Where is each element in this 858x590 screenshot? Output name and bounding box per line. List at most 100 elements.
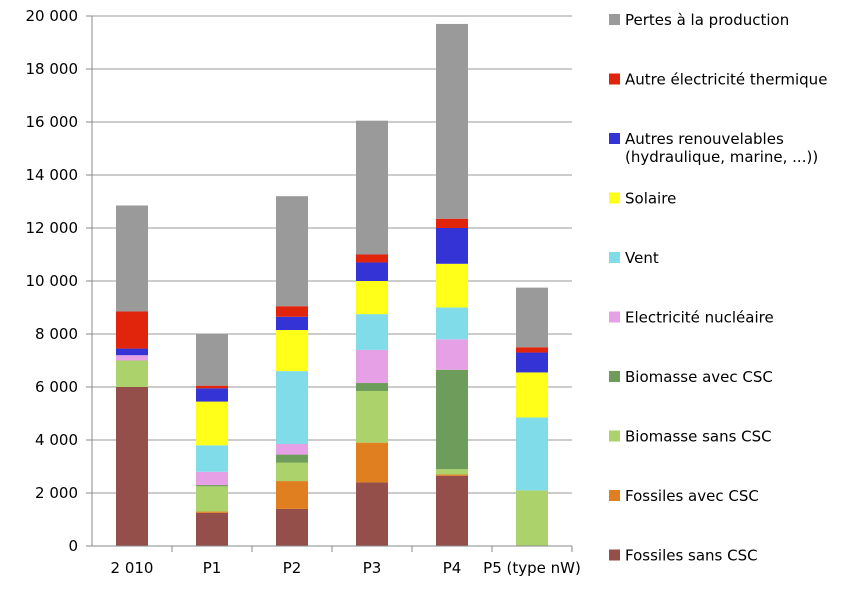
legend-label: Fossiles sans CSC [625, 547, 758, 565]
x-tick-label: P5 (type nW) [483, 559, 581, 577]
bar-segment [516, 490, 548, 546]
legend-label-line: Fossiles sans CSC [625, 547, 758, 565]
bar-segment [116, 360, 148, 387]
bar-segment [436, 469, 468, 475]
legend-label-line: Fossiles avec CSC [625, 487, 759, 505]
bar-segment [116, 205, 148, 312]
bar-segment [356, 314, 388, 350]
bar-segment [356, 349, 388, 384]
bar-segment [356, 383, 388, 391]
legend-swatch [609, 371, 620, 382]
legend-swatch [609, 549, 620, 561]
legend-label-line: (hydraulique, marine, ...)) [625, 148, 818, 166]
bar-segment [276, 316, 308, 331]
bar-segment [116, 348, 148, 356]
bar-segment [276, 462, 308, 482]
bar-segment [196, 512, 228, 546]
legend-label-line: Biomasse avec CSC [625, 368, 773, 386]
bar-segment [356, 262, 388, 281]
bar-segment [276, 306, 308, 317]
x-tick-label: 2 010 [111, 559, 154, 577]
bar-segment [196, 388, 228, 402]
legend-label-line: Autre électricité thermique [625, 71, 827, 89]
legend-label: Vent [625, 249, 659, 267]
x-axis-tick-marks [171, 546, 573, 552]
bar-segment [356, 120, 388, 255]
legend-label-line: Vent [625, 249, 659, 267]
legend-swatch [609, 252, 620, 263]
bar-segment [436, 307, 468, 340]
legend-label: Biomasse avec CSC [625, 368, 773, 386]
legend-label-line: Biomasse sans CSC [625, 428, 772, 446]
x-tick-label: P2 [283, 559, 302, 577]
legend-label: Autres renouvelables (hydraulique, marine… [625, 130, 818, 166]
bar-segment [276, 196, 308, 307]
legend-swatch [609, 311, 620, 323]
bar-segment [516, 352, 548, 373]
legend-swatch [609, 14, 620, 25]
y-tick-label: 4 000 [35, 431, 78, 449]
bar-segment [196, 511, 228, 513]
y-tick-label: 6 000 [35, 378, 78, 396]
y-tick-label: 12 000 [26, 219, 79, 237]
bar-segment [276, 481, 308, 509]
bar-segment [116, 355, 148, 361]
bar-segment [436, 474, 468, 476]
bar-segment [116, 387, 148, 546]
y-tick-label: 14 000 [26, 166, 79, 184]
bar-segment [196, 471, 228, 486]
bar-segment [436, 475, 468, 546]
legend-label-line: Pertes à la production [625, 11, 789, 29]
bar-segment [276, 443, 308, 455]
bar-segment [276, 330, 308, 372]
bar-segment [356, 442, 388, 483]
bar-segment [276, 508, 308, 546]
bar-segment [516, 347, 548, 353]
y-tick-label: 2 000 [35, 484, 78, 502]
gridlines [86, 15, 572, 547]
x-tick-label: P1 [203, 559, 222, 577]
bar-segment [356, 281, 388, 315]
bar-segment [116, 311, 148, 349]
bars [116, 23, 548, 546]
bar-segment [436, 23, 468, 219]
bar-segment [436, 228, 468, 264]
legend-label: Fossiles avec CSC [625, 487, 759, 505]
bar-segment [356, 390, 388, 443]
legend-label-line: Solaire [625, 190, 676, 208]
legend-label: Pertes à la production [625, 11, 789, 29]
legend-label-line: Autres renouvelables [625, 130, 784, 148]
x-tick-label: P4 [443, 559, 462, 577]
y-tick-label: 8 000 [35, 325, 78, 343]
legend-label: Solaire [625, 190, 676, 208]
bar-segment [276, 454, 308, 463]
bar-segment [436, 339, 468, 370]
legend-label: Electricité nucléaire [625, 309, 774, 327]
x-tick-label: P3 [363, 559, 382, 577]
bar-segment [196, 486, 228, 512]
legend-swatch [609, 192, 620, 204]
y-tick-label: 0 [68, 537, 78, 555]
legend-swatch [609, 133, 620, 144]
bar-segment [196, 485, 228, 487]
y-tick-label: 16 000 [26, 113, 79, 131]
legend-swatch [609, 430, 620, 442]
bar-segment [276, 371, 308, 444]
bar-segment [516, 372, 548, 418]
bar-segment [516, 287, 548, 348]
y-tick-label: 10 000 [26, 272, 79, 290]
bar-segment [436, 218, 468, 228]
bar-segment [436, 263, 468, 308]
bar-segment [356, 482, 388, 546]
bar-segment [196, 385, 228, 389]
bar-segment [196, 334, 228, 386]
x-axis-tick-labels: 2 010 P1 P2 P3 P4 P5 (type nW) [111, 559, 581, 577]
y-tick-label: 20 000 [26, 7, 79, 25]
legend: Pertes à la production Autre électricité … [609, 11, 827, 565]
legend-swatch [609, 490, 620, 501]
y-axis-tick-labels: 0 2 000 4 000 6 000 8 000 10 000 12 000 14 000 1… [26, 7, 79, 555]
legend-swatch [609, 73, 620, 85]
y-tick-label: 18 000 [26, 60, 79, 78]
legend-label: Biomasse sans CSC [625, 428, 772, 446]
